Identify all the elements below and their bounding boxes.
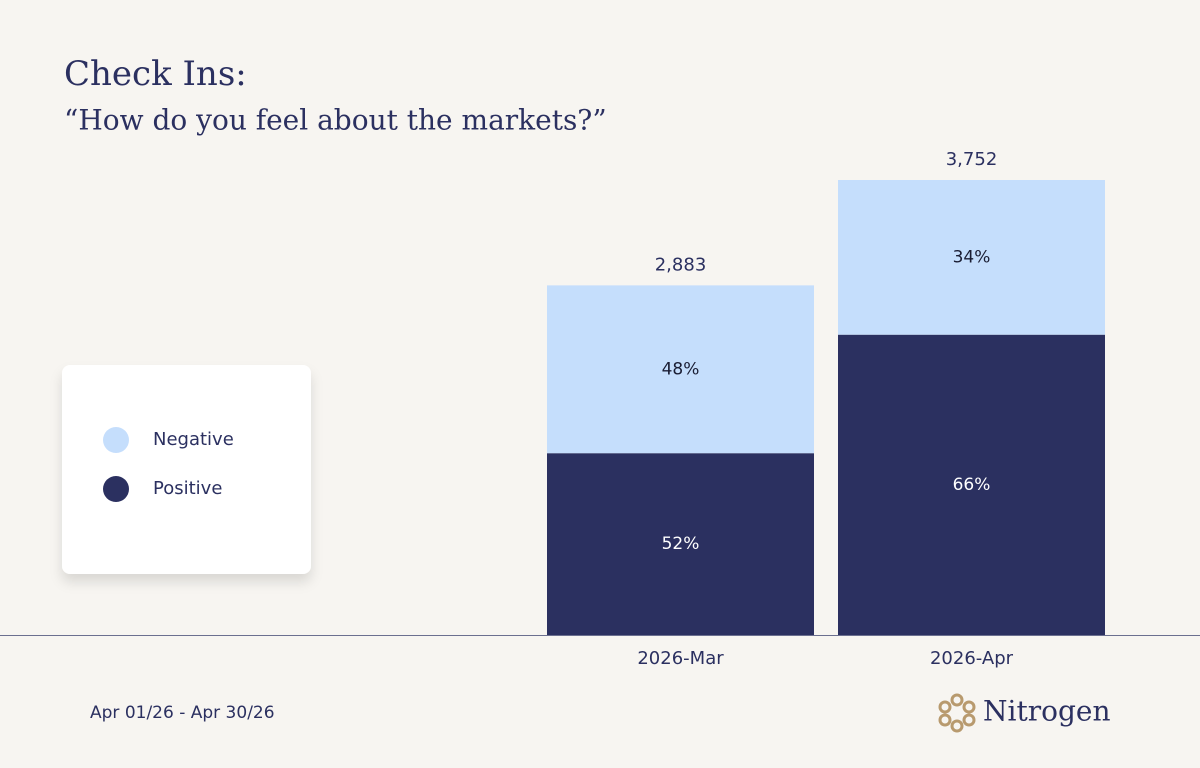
- segment-label: 52%: [662, 534, 700, 554]
- legend-swatch: [103, 476, 129, 502]
- total-label: 2,883: [655, 254, 707, 275]
- x-tick-label: 2026-Mar: [637, 648, 724, 669]
- date-range: Apr 01/26 - Apr 30/26: [90, 703, 275, 723]
- bar-segment: [547, 285, 814, 454]
- segment-label: 48%: [662, 359, 700, 379]
- brand-logo: [938, 693, 976, 733]
- total-label: 3,752: [946, 149, 998, 170]
- legend-swatch: [103, 427, 129, 453]
- chart-subtitle: “How do you feel about the markets?”: [64, 104, 607, 137]
- bar-segment: [547, 453, 814, 635]
- legend: Negative Positive: [103, 427, 234, 502]
- brand-name: Nitrogen: [983, 695, 1110, 728]
- segment-label: 66%: [953, 475, 991, 495]
- chart-title: Check Ins:: [64, 54, 247, 94]
- legend-label: Positive: [153, 478, 222, 499]
- legend-box: [62, 365, 311, 574]
- bars: 52% 48% 2,883 2026-Mar 66% 34% 3,752 2026-Apr: [547, 149, 1105, 669]
- x-tick-label: 2026-Apr: [930, 648, 1014, 669]
- bar-segment: [838, 180, 1105, 335]
- segment-label: 34%: [953, 247, 991, 267]
- legend-label: Negative: [153, 429, 234, 450]
- bar-segment: [838, 334, 1105, 635]
